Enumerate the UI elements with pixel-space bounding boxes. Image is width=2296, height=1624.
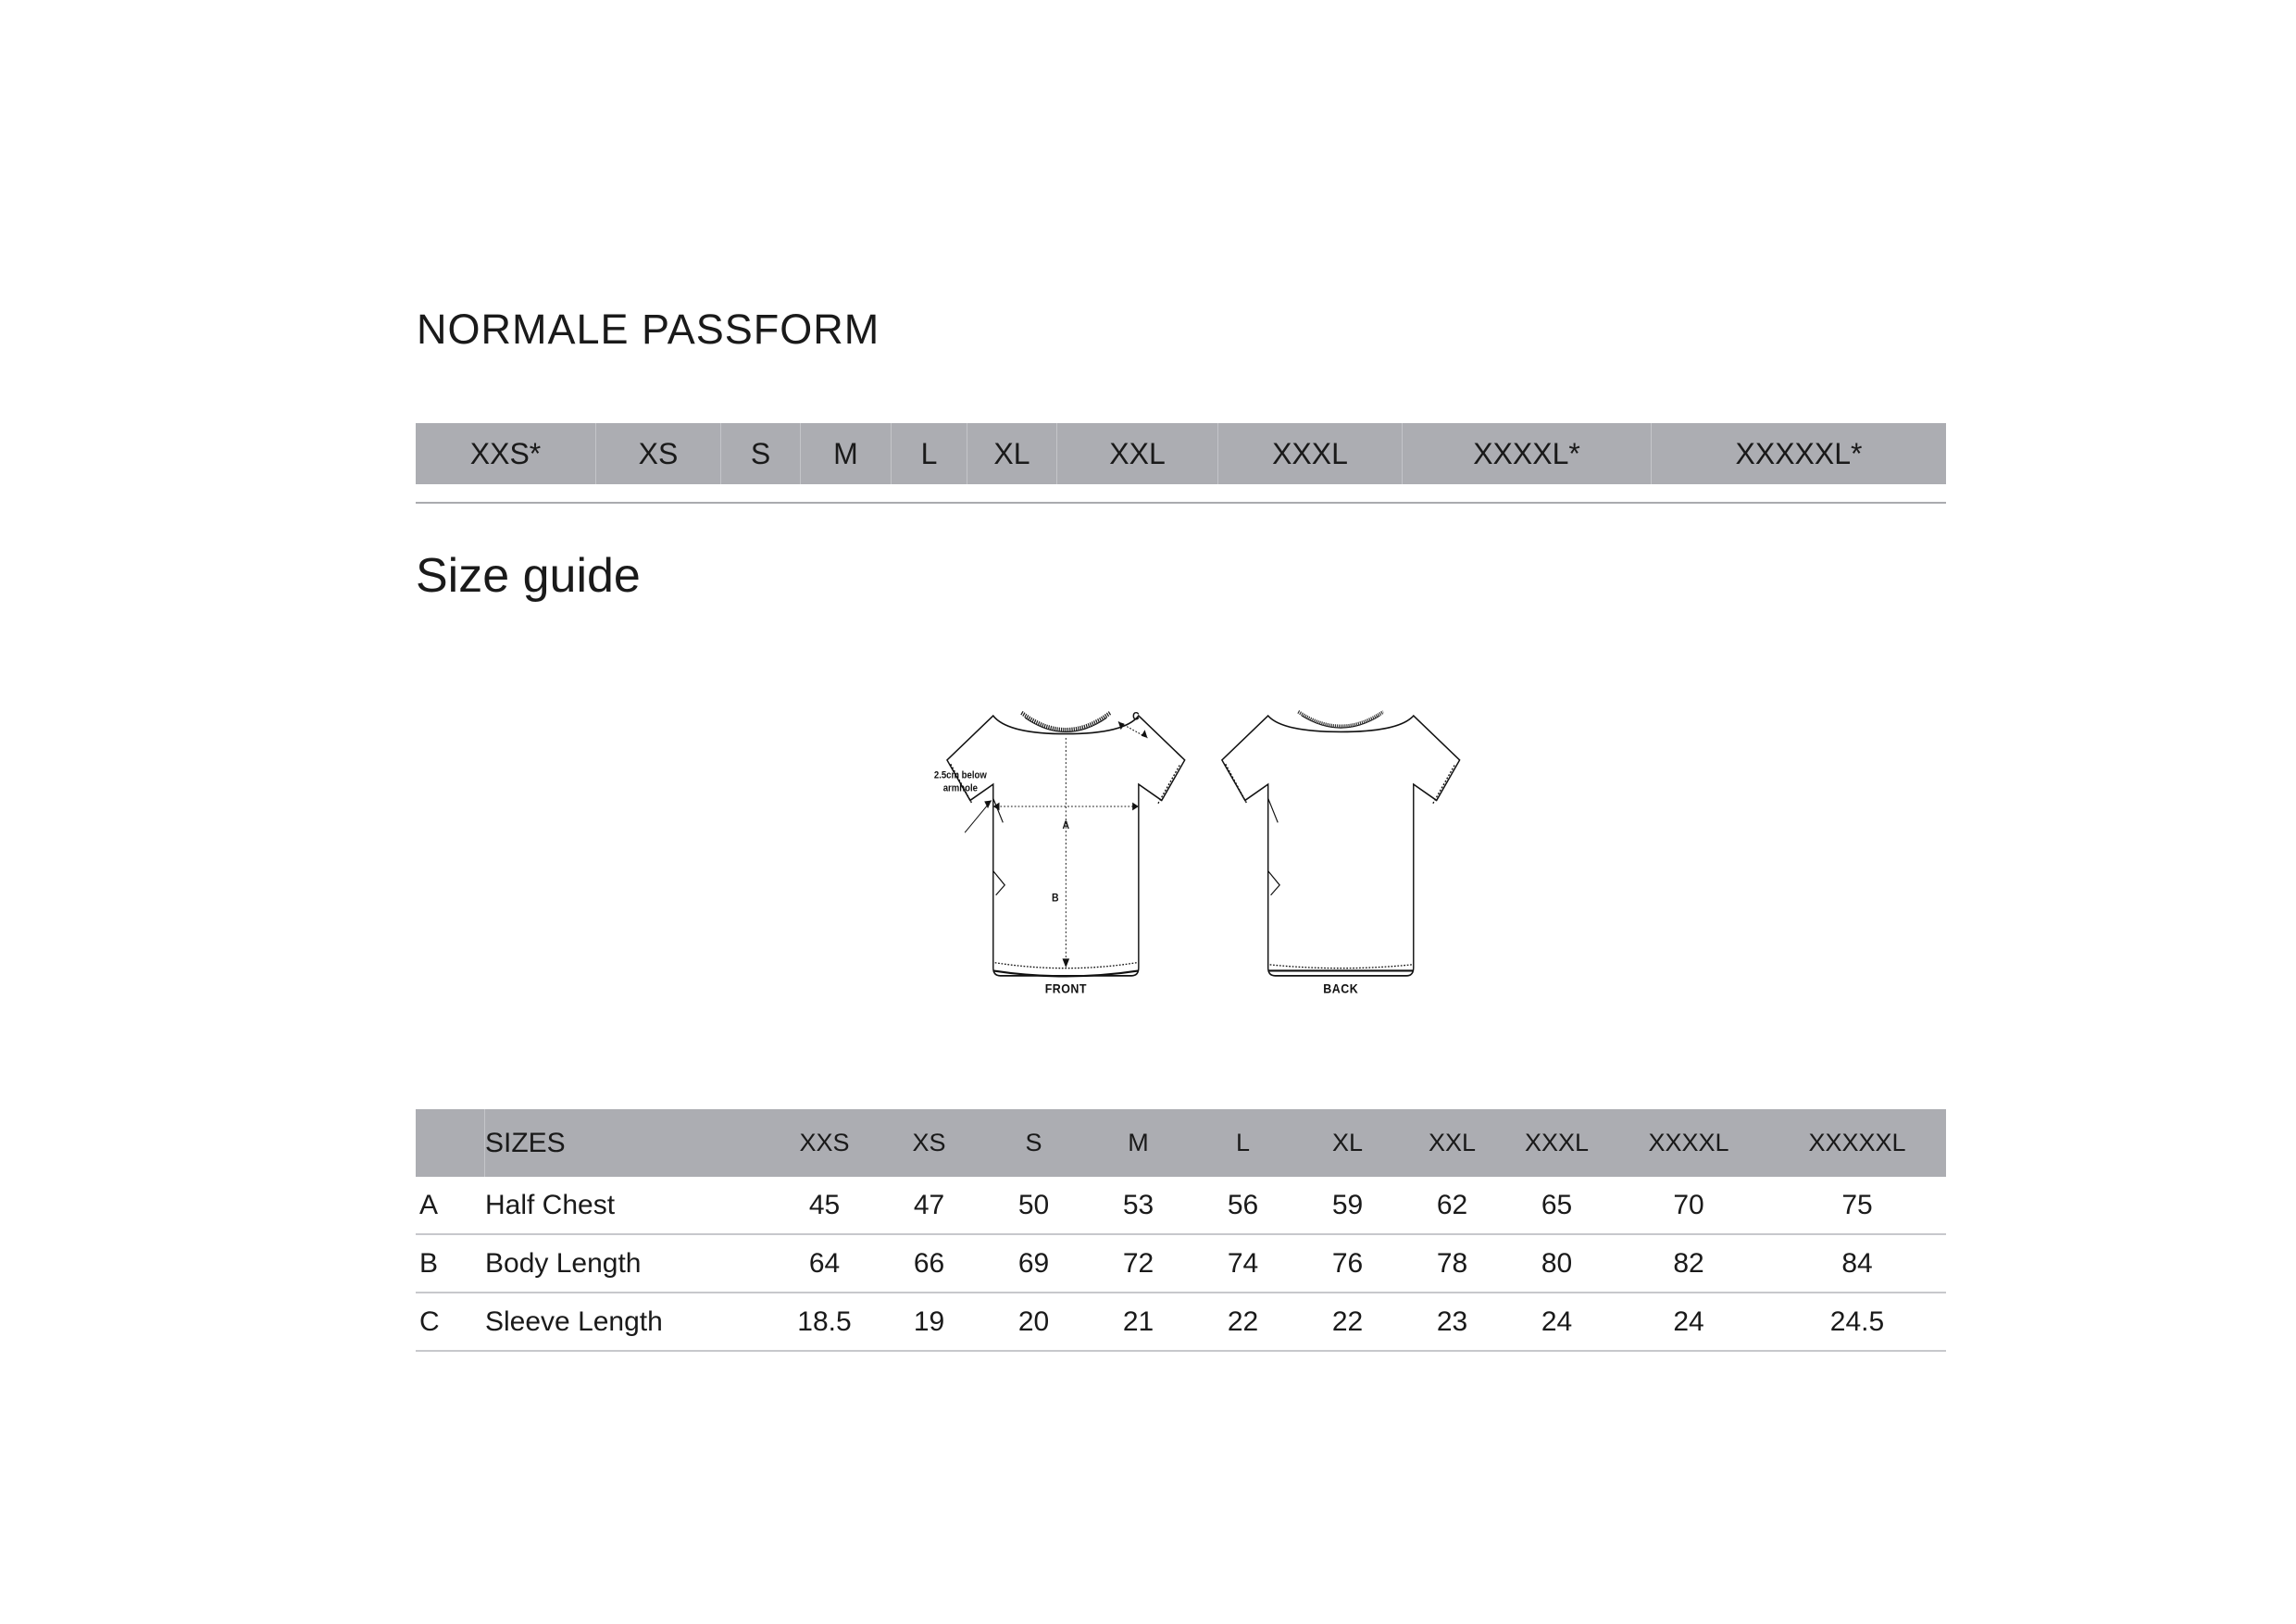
svg-text:BACK: BACK: [1323, 981, 1358, 996]
svg-text:A: A: [1063, 819, 1070, 831]
svg-text:B: B: [1052, 893, 1059, 905]
svg-text:FRONT: FRONT: [1045, 981, 1087, 996]
svg-text:2.5cm below: 2.5cm below: [934, 770, 987, 781]
svg-text:armhole: armhole: [943, 783, 979, 794]
svg-text:C: C: [1132, 711, 1140, 723]
